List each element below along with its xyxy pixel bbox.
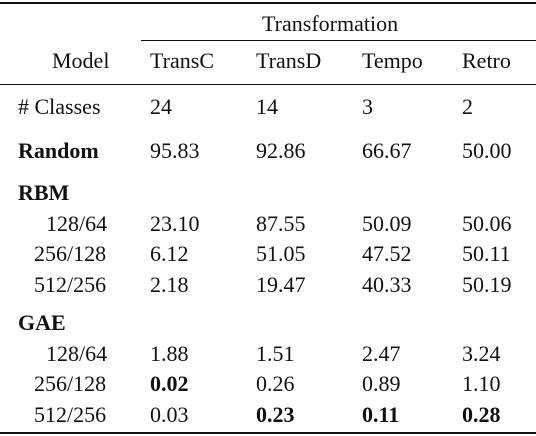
table-cell: 2.47: [362, 341, 401, 366]
table-cell: 3.24: [462, 341, 501, 366]
table-cell: 2.18: [150, 272, 189, 297]
row-label: 512/256: [34, 272, 107, 297]
column-header-tempo: Tempo: [362, 48, 423, 73]
table-cell: 1.10: [462, 371, 501, 396]
row-label: 512/256: [34, 402, 107, 427]
header-rule: [0, 84, 536, 85]
table-cell: 95.83: [150, 138, 200, 163]
table-cell: 50.09: [362, 211, 412, 236]
table-cell: 6.12: [150, 241, 189, 266]
random-label: Random: [18, 138, 99, 163]
table-cell: 51.05: [256, 241, 306, 266]
table-cell: 0.03: [150, 402, 189, 427]
table-cell: 92.86: [256, 138, 306, 163]
table-cell: 0.89: [362, 371, 401, 396]
classes-label: # Classes: [18, 94, 101, 119]
table-cell: 50.00: [462, 138, 512, 163]
table-cell: 0.28: [462, 402, 501, 427]
table-cell: 66.67: [362, 138, 412, 163]
table-cell: 47.52: [362, 241, 412, 266]
table-cell: 19.47: [256, 272, 306, 297]
table-cell: 23.10: [150, 211, 200, 236]
bottom-rule: [0, 432, 536, 434]
table-cell: 0.23: [256, 402, 295, 427]
table-cell: 1.51: [256, 341, 295, 366]
transformation-header: Transformation: [262, 11, 399, 36]
table-cell: 24: [150, 94, 172, 119]
table-cell: 0.26: [256, 371, 295, 396]
gae-section-label: GAE: [18, 310, 66, 335]
row-label: 128/64: [46, 211, 108, 236]
column-header-retro: Retro: [462, 48, 511, 73]
model-header: Model: [52, 48, 110, 73]
table-cell: 14: [256, 94, 278, 119]
row-label: 256/128: [34, 241, 107, 266]
column-header-transc: TransC: [150, 48, 214, 73]
table-cell: 2: [462, 94, 473, 119]
table-cell: 3: [362, 94, 373, 119]
top-rule: [0, 2, 536, 4]
transformation-rule: [141, 40, 536, 41]
table-cell: 50.11: [462, 241, 511, 266]
table-cell: 40.33: [362, 272, 412, 297]
row-label: 128/64: [46, 341, 108, 366]
row-label: 256/128: [34, 371, 107, 396]
table-cell: 0.11: [362, 402, 400, 427]
rbm-section-label: RBM: [18, 180, 70, 205]
table-cell: 50.19: [462, 272, 512, 297]
table-cell: 0.02: [150, 371, 189, 396]
table-cell: 50.06: [462, 211, 512, 236]
table-cell: 87.55: [256, 211, 306, 236]
table-cell: 1.88: [150, 341, 189, 366]
column-header-transd: TransD: [256, 48, 322, 73]
